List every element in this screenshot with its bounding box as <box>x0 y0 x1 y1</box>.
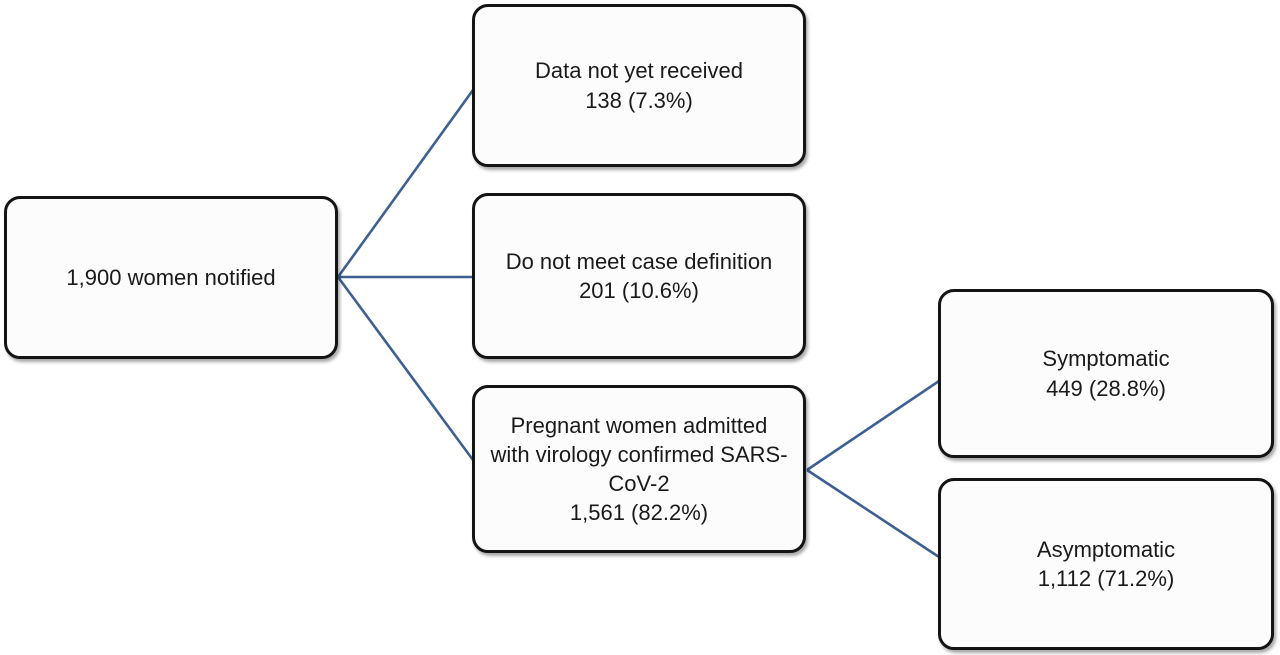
connector-notified-to-not-received <box>336 89 475 278</box>
flow-box-case-definition: Do not meet case definition 201 (10.6%) <box>472 193 806 359</box>
flow-box-label: Data not yet received <box>535 58 743 84</box>
flow-box-label: Asymptomatic <box>1036 536 1176 562</box>
flow-box-label: Do not meet case definition <box>505 248 773 274</box>
connector-pregnant-confirmed-to-asymptomatic <box>806 468 940 559</box>
flow-box-value: 1,561 (82.2%) <box>569 500 709 526</box>
flow-box-pregnant-confirmed: Pregnant women admitted with virology co… <box>472 385 806 553</box>
flow-box-asymptomatic: Asymptomatic 1,112 (71.2%) <box>938 478 1274 650</box>
flow-box-symptomatic: Symptomatic 449 (28.8%) <box>938 289 1274 458</box>
flow-box-value: 449 (28.8%) <box>1046 375 1166 401</box>
flow-box-women-notified: 1,900 women notified <box>4 196 338 359</box>
flow-box-value: 201 (10.6%) <box>579 278 699 303</box>
flow-box-value: 1,112 (71.2%) <box>1037 566 1175 591</box>
flow-box-data-not-received: Data not yet received 138 (7.3%) <box>472 4 806 167</box>
connector-pregnant-confirmed-to-symptomatic <box>806 379 940 472</box>
flow-box-value: 138 (7.3%) <box>585 87 693 113</box>
flow-box-label: Symptomatic <box>1042 346 1170 372</box>
flow-box-label: 1,900 women notified <box>66 264 276 290</box>
flow-box-label: Pregnant women admitted with virology co… <box>490 412 788 496</box>
connector-notified-to-pregnant-confirmed <box>336 276 475 461</box>
